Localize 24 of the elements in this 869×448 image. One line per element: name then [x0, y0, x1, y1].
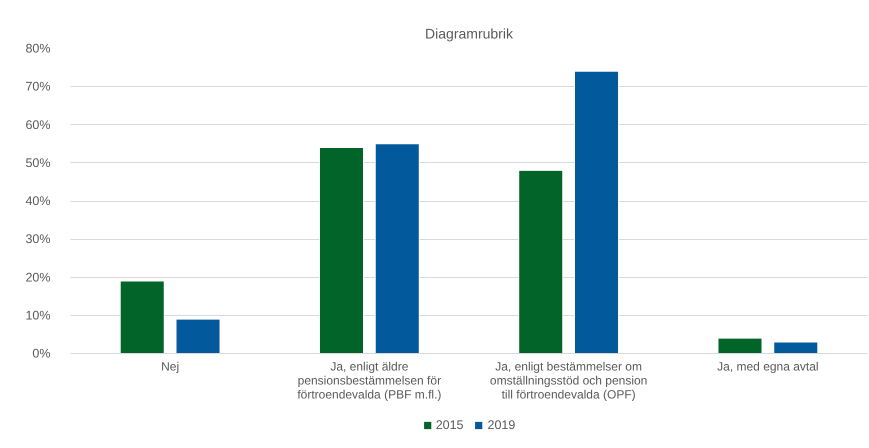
bar [319, 147, 364, 354]
bar [176, 318, 220, 354]
bar [718, 338, 762, 354]
legend-label: 2019 [488, 418, 516, 432]
legend-label: 2015 [436, 418, 464, 432]
bar [374, 143, 420, 354]
y-tick-label: 60% [25, 118, 51, 132]
x-tick-label: Nej [161, 360, 180, 374]
chart-title: Diagramrubrik [425, 26, 514, 42]
bar [773, 342, 818, 354]
x-tick-label: Ja, med egna avtal [717, 360, 819, 374]
bar [574, 70, 619, 354]
x-tick-label: Ja, enligt äldre pensionsbestämmelsen för förtroendevalda (PBF m.fl.) [297, 360, 442, 402]
bar [518, 170, 564, 354]
x-tick-label: Ja, enligt bestämmelser om omställningsstöd och pension till förtroendevalda (OPF) [490, 360, 648, 402]
y-tick-label: 0% [32, 346, 51, 360]
y-tick-label: 10% [25, 308, 51, 322]
y-tick-label: 20% [25, 270, 51, 284]
y-tick-label: 30% [25, 232, 51, 246]
y-tick-label: 50% [25, 156, 51, 170]
y-tick-label: 40% [25, 194, 51, 208]
y-tick-label: 80% [25, 42, 51, 56]
bar [120, 280, 165, 354]
y-tick-label: 70% [25, 80, 51, 94]
